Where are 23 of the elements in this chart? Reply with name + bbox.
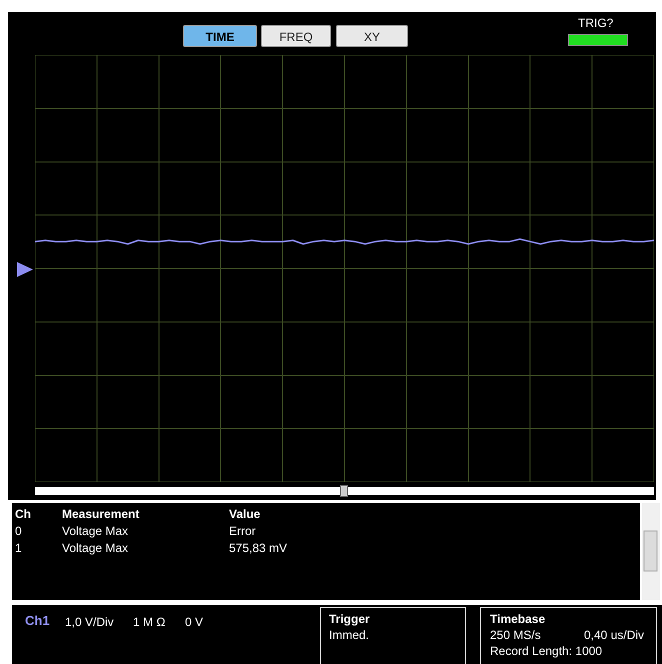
text: 0 <box>15 524 22 538</box>
text: FREQ <box>261 25 331 47</box>
text: 250 MS/s <box>490 628 541 642</box>
text: Ch1 <box>25 613 50 628</box>
text: Voltage Max <box>62 541 128 555</box>
text: XY <box>336 25 408 47</box>
text: 0 V <box>185 615 204 629</box>
text: 1 <box>15 541 22 555</box>
text: Immed. <box>329 628 370 642</box>
text: Measurement <box>62 507 140 521</box>
text: Ch <box>15 507 31 521</box>
text: Record Length: 1000 <box>490 644 602 658</box>
text: TRIG? <box>578 16 614 30</box>
text: Error <box>229 524 256 538</box>
text: Voltage Max <box>62 524 128 538</box>
text: Trigger <box>329 612 370 626</box>
text: TIME <box>183 25 257 47</box>
text: 1,0 V/Div <box>65 615 114 629</box>
text: 0,40 us/Div <box>584 628 644 642</box>
text: Value <box>229 507 260 521</box>
text: 1 M Ω <box>133 615 166 629</box>
text: 575,83 mV <box>229 541 288 555</box>
text: Timebase <box>490 612 546 626</box>
